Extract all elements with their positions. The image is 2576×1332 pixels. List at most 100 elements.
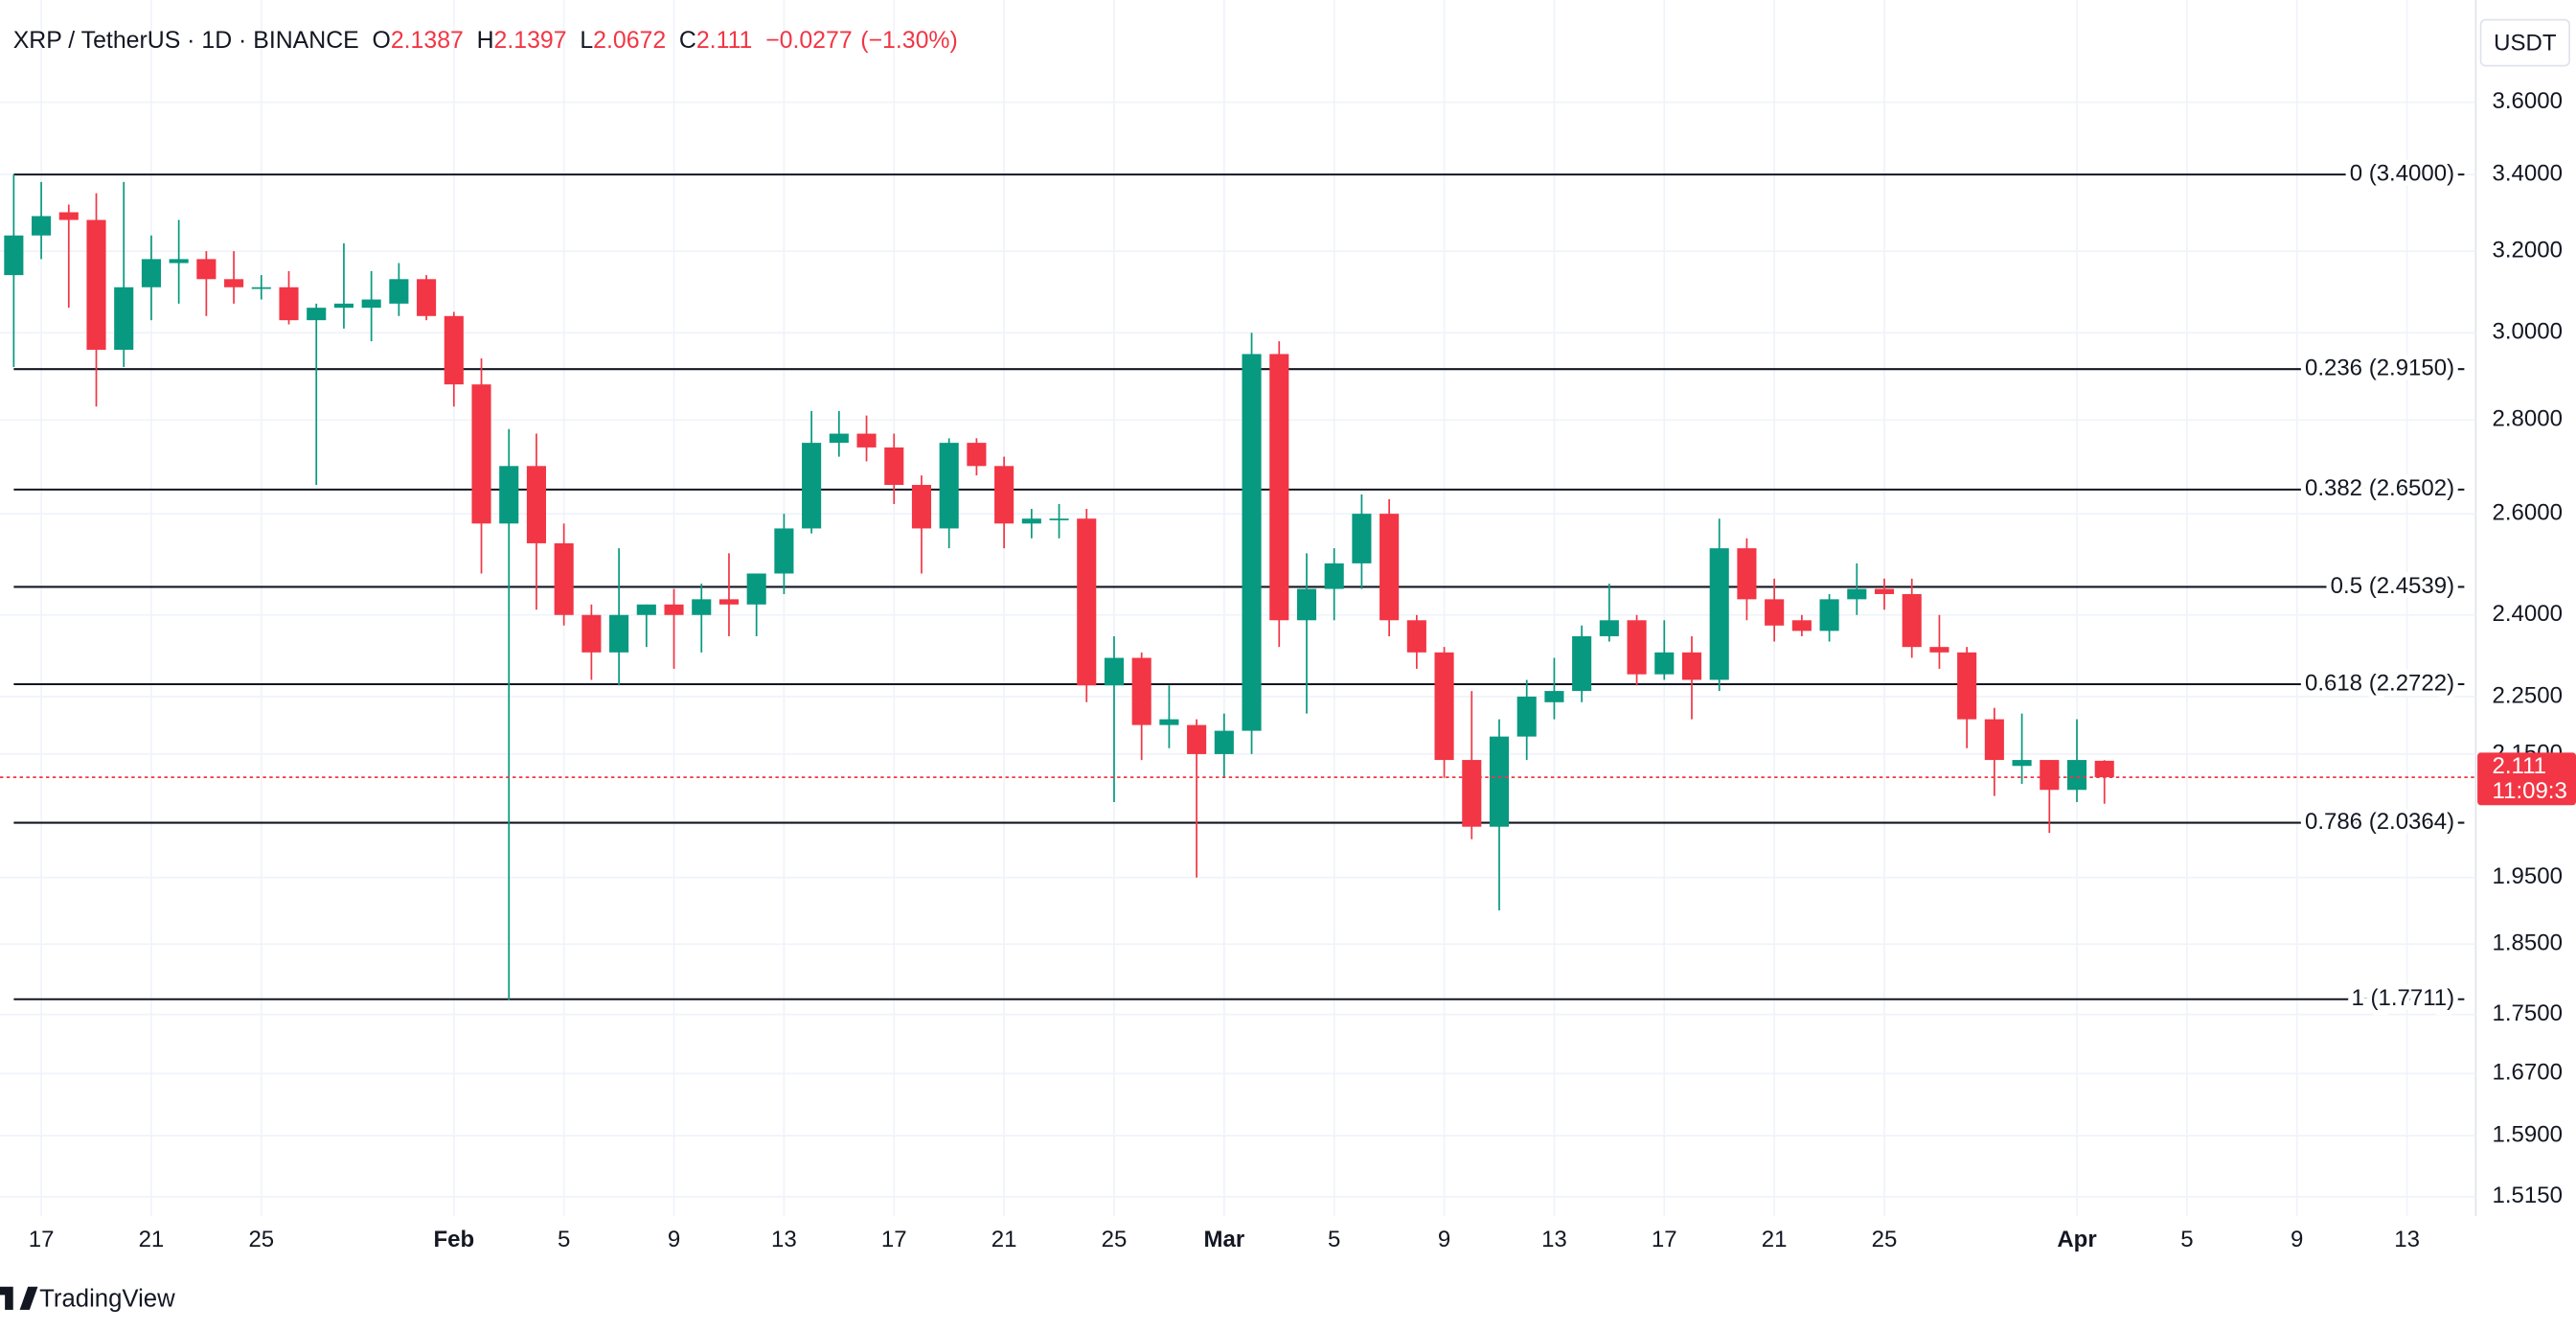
candle-body xyxy=(1187,724,1207,754)
candle-body xyxy=(1104,657,1125,686)
candle-body xyxy=(1902,593,1922,648)
candle-body xyxy=(361,299,381,309)
y-tick-label: 3.2000 xyxy=(2493,237,2563,263)
candle-body xyxy=(444,315,464,385)
candle-body xyxy=(1654,652,1675,675)
candle-body xyxy=(856,433,877,448)
candle-body xyxy=(884,447,904,486)
x-tick-label: 25 xyxy=(248,1227,274,1252)
candle-body xyxy=(1131,657,1151,725)
candle-body xyxy=(1572,635,1592,692)
fib-label: 0.5 (2.4539) xyxy=(2331,573,2454,599)
candle-body xyxy=(114,287,134,350)
brand-logo xyxy=(0,1286,38,1310)
ohlc-key: H xyxy=(477,26,494,53)
y-tick-label: 2.6000 xyxy=(2493,499,2563,525)
currency-box xyxy=(2479,18,2570,67)
x-tick-label: 13 xyxy=(771,1227,797,1252)
candle-body xyxy=(692,599,712,615)
ohlc-key: C xyxy=(679,26,696,53)
candle-body xyxy=(279,287,299,321)
fib-label: 0.618 (2.2722) xyxy=(2305,670,2454,696)
currency: USDT xyxy=(2494,31,2557,57)
candle-body xyxy=(1874,588,1895,594)
y-tick-label: 3.0000 xyxy=(2493,319,2563,345)
candle-body xyxy=(58,212,79,220)
candle-body xyxy=(1709,548,1729,680)
x-tick-label: 13 xyxy=(2394,1227,2420,1252)
y-tick-label: 3.6000 xyxy=(2493,88,2563,114)
candle-body xyxy=(1352,514,1372,563)
candle-body xyxy=(471,384,491,524)
y-tick-label: 3.4000 xyxy=(2493,160,2563,186)
candle-body xyxy=(86,219,106,350)
candle-body xyxy=(1242,354,1262,731)
x-tick-label: 17 xyxy=(29,1227,55,1252)
candle-body xyxy=(1737,548,1757,600)
candle-body xyxy=(1489,736,1510,827)
ohlc-key: O xyxy=(372,26,390,53)
candle-body xyxy=(2040,760,2060,791)
fib-label: 0.786 (2.0364) xyxy=(2305,809,2454,835)
candle-body xyxy=(1765,599,1785,626)
brand-name: TradingView xyxy=(39,1285,175,1312)
candle-body xyxy=(1957,652,1977,720)
x-tick-label: 13 xyxy=(1541,1227,1567,1252)
candle-body xyxy=(1681,652,1702,680)
candle-body xyxy=(994,466,1014,524)
symbol-title: XRP / TetherUS · 1D · BINANCE xyxy=(13,26,359,53)
y-tick-label: 1.6700 xyxy=(2493,1060,2563,1086)
x-tick-label: 25 xyxy=(1102,1227,1128,1252)
y-tick-label: 2.8000 xyxy=(2493,406,2563,432)
last-price-box xyxy=(2477,752,2576,806)
candle-body xyxy=(141,259,161,287)
candle-body xyxy=(1462,760,1482,827)
candle-body xyxy=(1159,719,1179,725)
x-tick-label: 17 xyxy=(1652,1227,1677,1252)
x-tick-label: 17 xyxy=(881,1227,907,1252)
candle-body xyxy=(526,466,547,543)
candle-body xyxy=(1627,620,1647,675)
x-tick-label: Feb xyxy=(433,1227,474,1252)
y-tick-label: 2.4000 xyxy=(2493,601,2563,627)
x-tick-label: 5 xyxy=(2180,1227,2193,1252)
candle-body xyxy=(1021,518,1041,524)
candle-body xyxy=(1819,599,1839,632)
candle-body xyxy=(499,466,519,524)
candle-body xyxy=(1269,354,1289,621)
y-tick-label: 1.5900 xyxy=(2493,1121,2563,1147)
candle-body xyxy=(1077,518,1097,686)
y-tick-label: 1.7500 xyxy=(2493,1000,2563,1026)
candle-body xyxy=(2094,760,2114,778)
candle-body xyxy=(718,599,740,605)
ohlc-key: L xyxy=(580,26,593,53)
candle-body xyxy=(32,216,52,236)
candle-body xyxy=(169,259,189,264)
candle-body xyxy=(664,604,684,615)
candle-body xyxy=(1324,563,1344,589)
x-tick-label: 9 xyxy=(1438,1227,1450,1252)
candle-body xyxy=(1544,691,1564,702)
ohlc-value: 2.0672 xyxy=(593,26,666,53)
candle-body xyxy=(939,443,959,529)
x-tick-label: Mar xyxy=(1203,1227,1244,1252)
candle-body xyxy=(1406,620,1426,653)
x-tick-label: 21 xyxy=(139,1227,165,1252)
x-tick-label: 9 xyxy=(2291,1227,2303,1252)
fib-label: 0 (3.4000) xyxy=(2350,160,2454,186)
candle-body xyxy=(1296,588,1317,621)
candle-body xyxy=(1214,730,1234,754)
fib-label: 1 (1.7711) xyxy=(2351,985,2454,1011)
candle-body xyxy=(554,542,574,615)
candle-body xyxy=(1984,719,2004,761)
candle-body xyxy=(1379,514,1400,621)
fib-label: 0.382 (2.6502) xyxy=(2305,475,2454,501)
x-tick-label: 21 xyxy=(1762,1227,1788,1252)
brand: TradingView xyxy=(0,1285,175,1312)
candle-body xyxy=(307,308,327,321)
fib-label: 0.236 (2.9150) xyxy=(2305,356,2454,381)
y-tick-label: 1.8500 xyxy=(2493,930,2563,956)
y-tick-label: 1.9500 xyxy=(2493,863,2563,889)
